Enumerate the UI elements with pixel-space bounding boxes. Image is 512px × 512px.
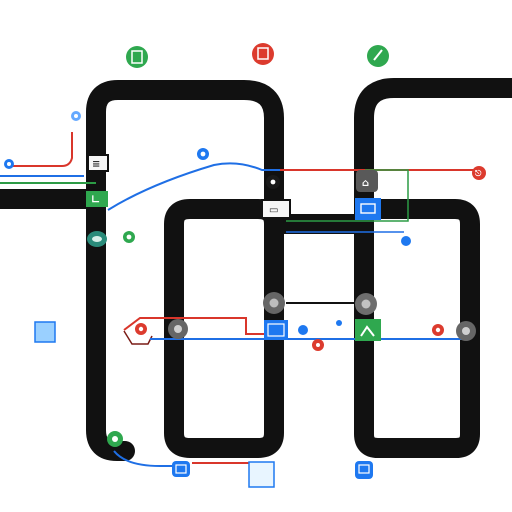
blue-node-icon bbox=[267, 323, 285, 337]
left-top-loop bbox=[0, 78, 512, 234]
blue-node-upper-mid[interactable] bbox=[197, 148, 209, 160]
blue-node-left-edge[interactable] bbox=[4, 159, 14, 169]
switch-icon: ≡ bbox=[92, 159, 100, 170]
gray-node-mid-left[interactable] bbox=[263, 292, 285, 314]
route-upper-green bbox=[286, 169, 409, 222]
blue-node-bottom-left[interactable] bbox=[172, 461, 190, 477]
left-vertical-rail bbox=[86, 189, 135, 461]
blue-node-icon bbox=[74, 114, 78, 118]
red-node-icon: ⎋ bbox=[475, 169, 482, 178]
red-node-icon bbox=[316, 343, 320, 347]
red-node-right-lower[interactable] bbox=[432, 324, 444, 336]
switch-icon bbox=[360, 325, 375, 337]
network-node-icon bbox=[112, 436, 118, 442]
right-loop bbox=[354, 199, 480, 458]
green-switch-node[interactable]: ∟ bbox=[86, 191, 108, 207]
network-node-icon bbox=[126, 234, 132, 240]
blue-node-icon bbox=[175, 464, 187, 474]
nodes-group: ≡ ∟ bbox=[4, 43, 486, 488]
gray-node-icon bbox=[269, 298, 279, 308]
route-top-left-red bbox=[8, 132, 73, 167]
red-node-lower-mid[interactable] bbox=[312, 339, 324, 351]
middle-loop bbox=[164, 199, 284, 458]
network-node-icon bbox=[131, 50, 143, 64]
gray-node-mid-right[interactable] bbox=[355, 293, 377, 315]
gray-node-right-lower[interactable] bbox=[456, 321, 476, 341]
blue-node-right-small[interactable] bbox=[401, 236, 411, 246]
green-switch-node-lower[interactable] bbox=[355, 319, 381, 341]
black-node-upper-mid[interactable] bbox=[266, 175, 280, 189]
network-node-icon bbox=[373, 49, 383, 61]
gray-node-icon bbox=[462, 327, 470, 335]
green-node-bottom-left[interactable] bbox=[107, 431, 123, 447]
blue-square-node-lower-mid[interactable] bbox=[264, 320, 288, 340]
red-node-upper-right[interactable]: ⎋ bbox=[472, 166, 486, 180]
route-lower-red-left bbox=[123, 317, 270, 335]
tracks-group bbox=[0, 78, 512, 461]
teal-node-left[interactable] bbox=[87, 231, 107, 247]
blue-square-node-right[interactable] bbox=[355, 198, 381, 220]
gray-node-lower-left[interactable] bbox=[168, 319, 188, 339]
top-green-right-node[interactable] bbox=[367, 45, 389, 67]
gray-node-icon: ⌂ bbox=[362, 178, 369, 189]
gray-node-icon bbox=[270, 179, 276, 185]
blue-node-top-left[interactable] bbox=[71, 111, 81, 121]
switch-node-upper-left[interactable]: ≡ bbox=[87, 154, 109, 172]
switch-icon: ∟ bbox=[91, 193, 100, 206]
green-mini-node-left[interactable] bbox=[123, 231, 135, 243]
red-node-lower-left[interactable] bbox=[135, 323, 147, 335]
blue-node-lower-mid[interactable] bbox=[298, 325, 308, 335]
blue-node-bottom-right[interactable] bbox=[355, 461, 373, 479]
blue-square-node-left[interactable] bbox=[34, 321, 56, 343]
blue-node-icon bbox=[358, 464, 370, 474]
blue-mini-node-lower-mid[interactable] bbox=[336, 320, 342, 326]
blue-node-icon bbox=[7, 162, 11, 166]
route-main-blue-upper bbox=[107, 162, 356, 211]
routes-group bbox=[0, 132, 474, 467]
top-red-node[interactable] bbox=[252, 43, 274, 65]
red-node-icon bbox=[138, 326, 144, 332]
gray-node-upper-right[interactable]: ⌂ bbox=[356, 170, 378, 192]
red-node-icon bbox=[435, 327, 441, 333]
gray-node-icon bbox=[361, 299, 371, 309]
network-node-icon bbox=[257, 47, 269, 60]
switch-icon: ▭ bbox=[269, 205, 278, 216]
blue-node-icon bbox=[200, 151, 206, 157]
blue-square-node-bottom-mid[interactable] bbox=[248, 461, 275, 488]
top-green-node[interactable] bbox=[126, 46, 148, 68]
switch-node-center[interactable]: ▭ bbox=[261, 199, 291, 219]
gray-node-icon bbox=[92, 236, 102, 242]
blue-node-icon bbox=[360, 203, 376, 214]
gray-node-icon bbox=[174, 325, 182, 333]
route-bottom-blue bbox=[113, 450, 180, 467]
